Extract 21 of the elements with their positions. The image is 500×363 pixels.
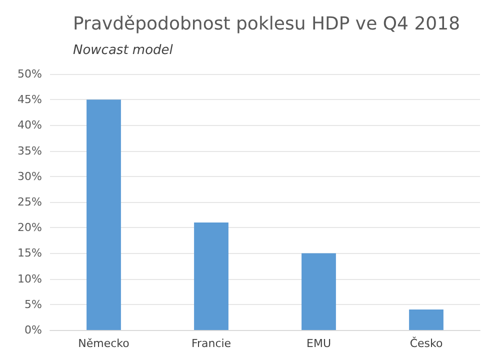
y-tick-label: 50% (18, 68, 42, 80)
y-tick-label: 30% (18, 170, 42, 183)
x-tick-label: Francie (191, 337, 232, 350)
bar (86, 100, 121, 330)
chart-title: Pravděpodobnost poklesu HDP ve Q4 2018 (73, 14, 460, 34)
y-tick-label: 35% (18, 144, 42, 158)
chart-subtitle: Nowcast model (73, 43, 174, 58)
y-tick-label: 20% (18, 221, 42, 234)
y-tick-label: 10% (18, 272, 42, 286)
y-tick-label: 40% (18, 118, 42, 132)
bar (194, 222, 228, 330)
y-tick-label: 0% (24, 324, 42, 336)
x-tick-label: Německo (78, 337, 130, 350)
y-tick-label: 25% (18, 196, 42, 208)
y-tick-label: 45% (18, 93, 42, 106)
bar (302, 253, 336, 330)
y-tick-label: 15% (18, 246, 42, 260)
bar (409, 310, 444, 330)
x-tick-label: EMU (306, 337, 331, 350)
y-tick-label: 5% (24, 298, 42, 311)
x-tick-label: Česko (410, 336, 443, 350)
